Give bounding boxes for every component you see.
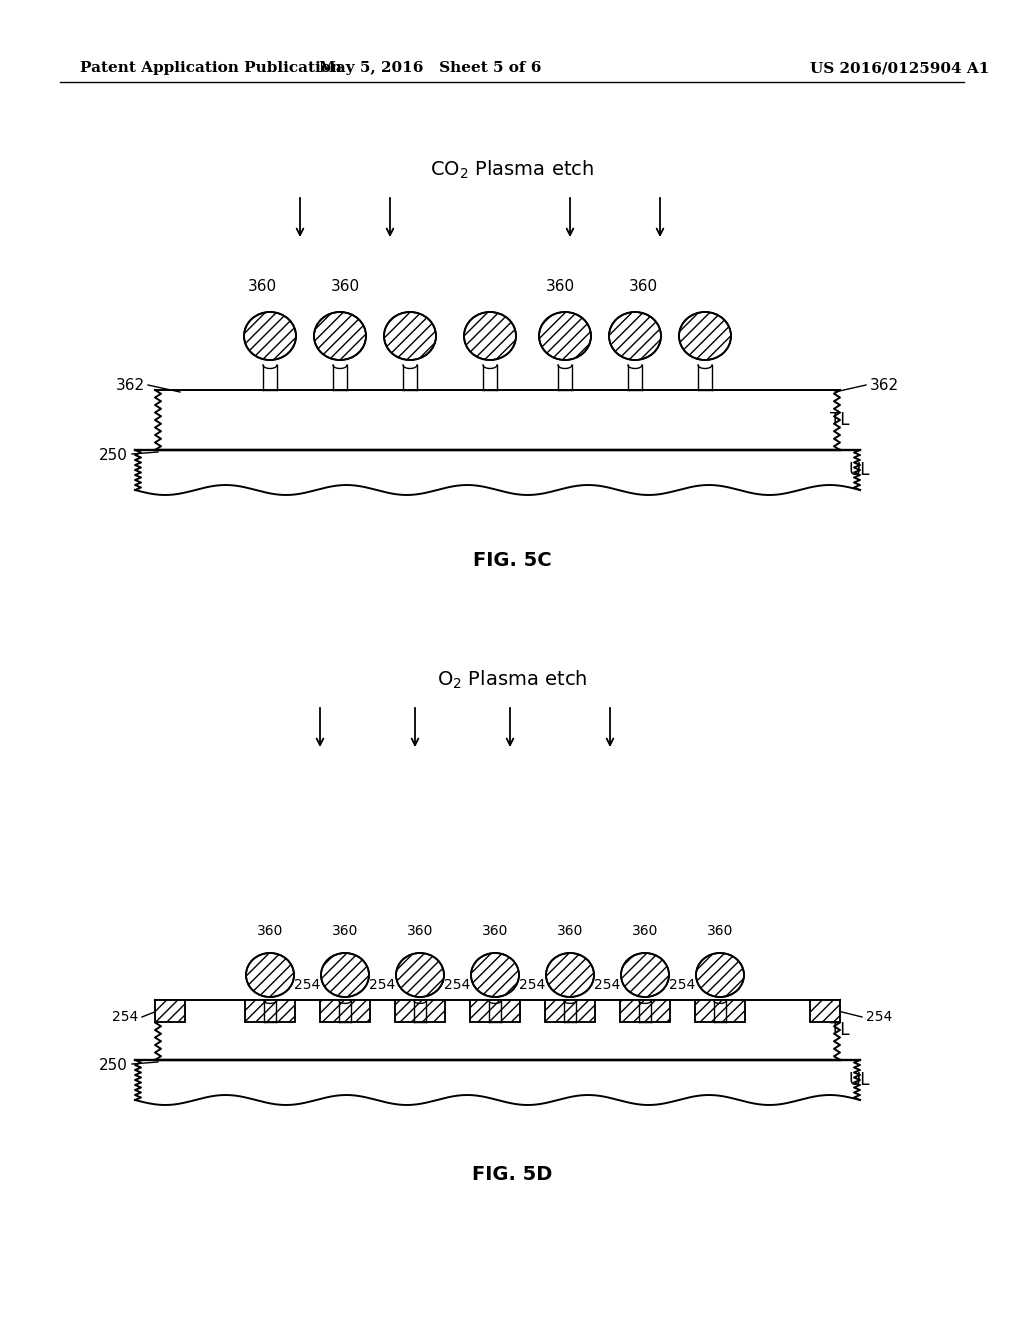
- Text: 254: 254: [112, 1010, 138, 1024]
- Ellipse shape: [246, 953, 294, 997]
- Text: 360: 360: [331, 279, 359, 294]
- Text: 360: 360: [248, 279, 276, 294]
- Text: 360: 360: [707, 924, 733, 939]
- Ellipse shape: [321, 953, 369, 997]
- Text: 360: 360: [407, 924, 433, 939]
- Text: 362: 362: [870, 378, 899, 392]
- Ellipse shape: [696, 953, 744, 997]
- Ellipse shape: [244, 312, 296, 360]
- Text: 360: 360: [557, 924, 584, 939]
- Bar: [695, 1001, 745, 1022]
- Text: 362: 362: [116, 378, 145, 392]
- Bar: [245, 1001, 295, 1022]
- Text: 250: 250: [99, 1057, 128, 1072]
- Text: TL: TL: [830, 411, 850, 429]
- Text: 360: 360: [629, 279, 657, 294]
- Text: 254: 254: [594, 978, 621, 993]
- Polygon shape: [155, 389, 840, 450]
- Text: 250: 250: [99, 447, 128, 462]
- Text: FIG. 5D: FIG. 5D: [472, 1166, 552, 1184]
- Bar: [395, 1001, 445, 1022]
- Text: 360: 360: [332, 924, 358, 939]
- Text: FIG. 5C: FIG. 5C: [473, 550, 551, 569]
- Text: 360: 360: [546, 279, 574, 294]
- Bar: [810, 1001, 840, 1022]
- Bar: [319, 1001, 370, 1022]
- Text: 254: 254: [866, 1010, 892, 1024]
- Bar: [810, 1001, 840, 1022]
- Bar: [319, 1001, 370, 1022]
- Ellipse shape: [464, 312, 516, 360]
- Text: 254: 254: [370, 978, 395, 993]
- Text: O$_2$ Plasma etch: O$_2$ Plasma etch: [437, 669, 587, 692]
- Text: TL: TL: [830, 1020, 850, 1039]
- Text: 360: 360: [482, 924, 508, 939]
- Text: 254: 254: [444, 978, 471, 993]
- Text: Patent Application Publication: Patent Application Publication: [80, 61, 342, 75]
- Ellipse shape: [609, 312, 662, 360]
- Text: 360: 360: [632, 924, 658, 939]
- Bar: [695, 1001, 745, 1022]
- Bar: [395, 1001, 445, 1022]
- Ellipse shape: [546, 953, 594, 997]
- Bar: [155, 1001, 185, 1022]
- Ellipse shape: [314, 312, 366, 360]
- Ellipse shape: [384, 312, 436, 360]
- Text: 360: 360: [257, 924, 284, 939]
- Ellipse shape: [679, 312, 731, 360]
- Bar: [470, 1001, 520, 1022]
- Text: 254: 254: [670, 978, 695, 993]
- Ellipse shape: [621, 953, 669, 997]
- Bar: [245, 1001, 295, 1022]
- Ellipse shape: [396, 953, 444, 997]
- Text: May 5, 2016   Sheet 5 of 6: May 5, 2016 Sheet 5 of 6: [318, 61, 542, 75]
- Bar: [470, 1001, 520, 1022]
- Polygon shape: [135, 1060, 860, 1105]
- Text: 254: 254: [294, 978, 321, 993]
- Text: US 2016/0125904 A1: US 2016/0125904 A1: [810, 61, 989, 75]
- Text: UL: UL: [849, 461, 870, 479]
- Bar: [155, 1001, 185, 1022]
- Ellipse shape: [539, 312, 591, 360]
- Bar: [620, 1001, 670, 1022]
- Bar: [545, 1001, 595, 1022]
- Bar: [545, 1001, 595, 1022]
- Text: 254: 254: [519, 978, 546, 993]
- Text: UL: UL: [849, 1071, 870, 1089]
- Bar: [620, 1001, 670, 1022]
- Polygon shape: [135, 450, 860, 495]
- Text: CO$_2$ Plasma etch: CO$_2$ Plasma etch: [430, 158, 594, 181]
- Ellipse shape: [471, 953, 519, 997]
- Polygon shape: [155, 1001, 840, 1060]
